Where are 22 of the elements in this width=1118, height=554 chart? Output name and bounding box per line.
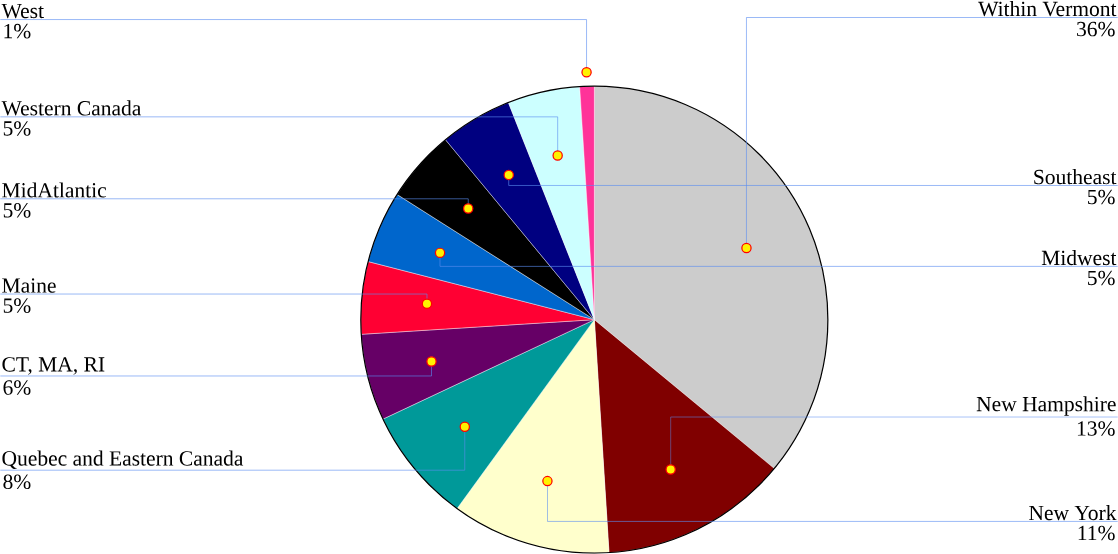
slice-label: Maine [2, 278, 56, 293]
data-label: 5% [1088, 189, 1115, 205]
data-label: 36% [1077, 21, 1115, 37]
data-label: 11% [1078, 525, 1115, 541]
slice-label: MidAtlantic [2, 182, 107, 198]
data-label: 1% [4, 23, 31, 39]
data-label: 8% [3, 474, 31, 490]
slice-label: Within Vermont [978, 1, 1117, 17]
slice-label: New York [1029, 505, 1117, 521]
slice-label: Southeast [1034, 169, 1117, 185]
data-label: 5% [3, 121, 31, 136]
data-label: 13% [1077, 421, 1115, 436]
slice-label: Quebec and Eastern Canada [2, 450, 244, 470]
data-label: 6% [3, 380, 31, 395]
slice-label: New Hampshire [976, 396, 1116, 416]
slice-label: Western Canada [1, 100, 142, 116]
slice-label: Midwest [1041, 250, 1117, 266]
data-label: 5% [3, 298, 31, 314]
data-label: 5% [1088, 270, 1115, 286]
slice-label: West [1, 4, 44, 19]
data-label: 5% [3, 203, 31, 218]
slice-label: CT, MA, RI [2, 357, 105, 375]
